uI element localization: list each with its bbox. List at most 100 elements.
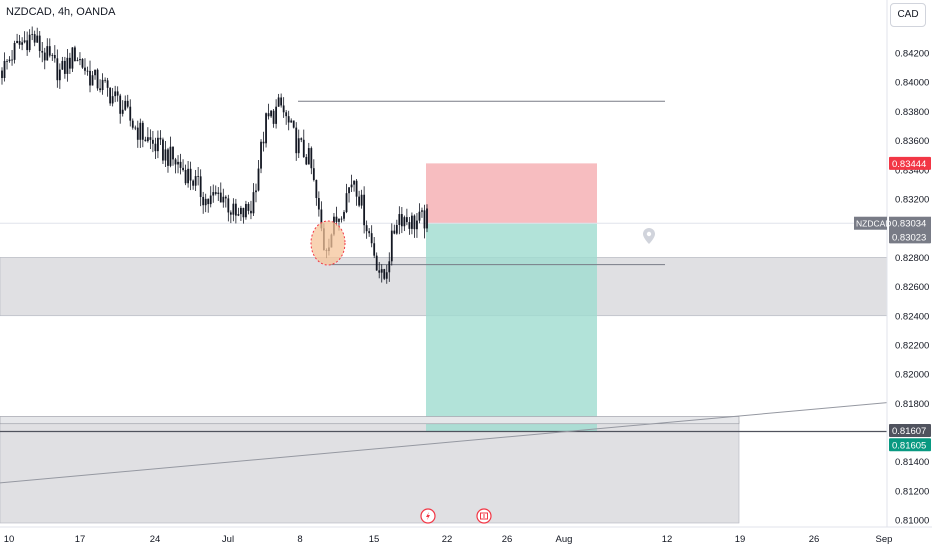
candle-body [136,127,139,140]
candle [275,99,278,129]
candle-body [31,34,34,35]
price-tick-label: 0.84200 [895,49,929,60]
time-tick-label: 22 [442,534,453,545]
stop-price-badge-label: 0.83444 [892,159,926,170]
candle [1,67,3,85]
lightning-event-icon[interactable] [420,508,436,524]
candle [260,139,262,174]
candle-body [234,203,237,216]
time-tick-label: Aug [556,534,573,545]
candle-body [79,59,81,61]
location-pin-icon[interactable] [643,228,655,244]
candle-body [182,167,184,170]
candle [270,110,272,118]
candle [199,169,202,207]
candle [378,261,381,279]
candle-body [245,203,247,218]
candle [99,79,101,93]
candle-body [373,243,376,256]
candle [66,49,69,82]
candle-body [144,139,147,142]
candle [393,224,396,235]
candle [18,34,21,49]
candle [51,53,54,61]
candle-body [413,215,416,230]
candle [204,193,207,213]
candle [124,95,127,111]
candle-body [46,46,49,61]
price-tick-label: 0.81800 [895,399,929,410]
candle [385,264,388,284]
candle [287,110,290,131]
candle [277,93,280,107]
candle [375,252,378,271]
stop-loss-zone[interactable] [426,163,597,224]
candle [146,127,149,143]
candle-body [189,168,192,181]
candle-body [315,179,318,199]
candle [164,140,167,167]
candle [267,103,270,120]
entry-price-badge [889,230,931,244]
candle-body [202,196,205,206]
candle-body [380,269,383,273]
candle-body [275,106,278,124]
candle [11,50,13,66]
candle [136,120,139,148]
candle-body [287,116,290,123]
candle-body [250,210,252,214]
candle [194,169,197,192]
candle-body [28,34,31,51]
calendar-event-icon[interactable] [476,508,492,524]
take-profit-zone[interactable] [426,223,597,432]
price-tick-label: 0.83400 [895,165,929,176]
candle [109,87,112,106]
candle-body [212,192,215,196]
candle-body [61,60,64,70]
trend-line[interactable] [0,402,888,484]
candle [232,198,235,222]
candle [348,187,350,203]
candle [423,204,426,239]
candle [58,63,61,89]
line-price-badge [889,423,931,437]
symbol-badge-label: NZDCAD [856,219,891,229]
candle [16,33,18,44]
candle [305,154,308,166]
candle-body [41,50,44,53]
price-tick-label: 0.82800 [895,253,929,264]
candle [403,215,406,232]
candle [172,146,174,166]
highlight-circle[interactable] [310,220,346,266]
price-tick-label: 0.81400 [895,457,929,468]
candle-body [383,269,386,279]
candle [81,58,84,69]
candle [179,153,182,175]
candle-body [18,40,21,45]
candle [144,136,147,142]
candle-body [290,120,293,123]
candle [84,58,86,75]
candle-body [192,180,195,186]
candle-body [154,143,157,152]
candle [355,179,358,206]
symbol-badge [854,216,887,230]
support-zone-lower[interactable] [0,420,740,524]
candle [262,131,265,152]
candle [426,204,428,233]
candle [114,85,117,103]
candle [56,49,59,88]
candle [292,120,295,129]
candle-body [355,180,358,197]
candle [212,184,215,203]
candle [38,31,41,58]
price-tick-label: 0.82400 [895,311,929,322]
candle [295,122,298,161]
time-tick-label: 15 [369,534,380,545]
zone-box-top [0,416,740,425]
currency-button[interactable]: CAD [890,3,926,27]
candle-body [411,215,413,229]
candle-body [194,176,197,186]
